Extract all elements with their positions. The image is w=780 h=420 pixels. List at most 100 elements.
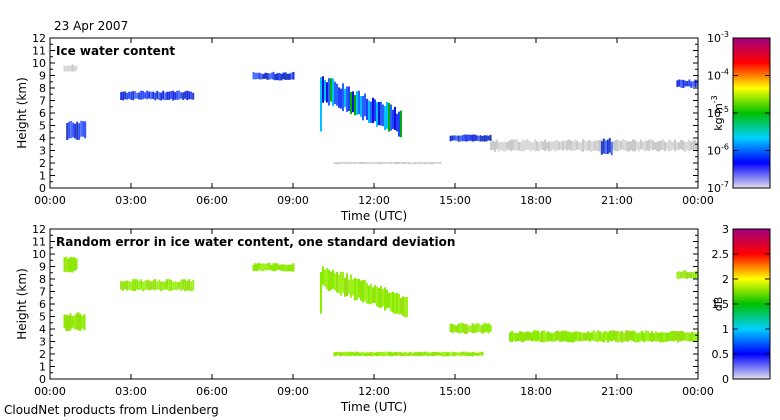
cloud-pixel-column: [586, 141, 589, 151]
cloud-pixel-column: [354, 95, 356, 116]
cloud-pixel-column: [330, 78, 332, 102]
colorbar-tick-base: 10: [707, 32, 721, 45]
cloud-pixel-column: [369, 162, 372, 164]
cloud-pixel-column: [453, 324, 456, 332]
colorbar-tick-exp: -6: [721, 143, 729, 152]
cloud-pixel-column: [362, 96, 364, 121]
cloud-pixel-column: [591, 331, 593, 341]
cloud-pixel-column: [656, 141, 659, 152]
cloud-feature: [449, 322, 492, 334]
cloud-pixel-column: [284, 264, 287, 272]
cloud-pixel-column: [459, 323, 462, 334]
y-tick-label: 3: [39, 336, 46, 349]
cloud-pixel-column: [126, 92, 129, 100]
y-tick-label: 9: [39, 261, 46, 274]
cloud-pixel-column: [682, 140, 685, 151]
cloud-pixel-column: [366, 283, 368, 304]
cloud-pixel-column: [152, 280, 155, 290]
ice-water-error-title: Random error in ice water content, one s…: [56, 235, 455, 249]
cloud-pixel-column: [686, 142, 689, 150]
cloud-pixel-column: [615, 331, 617, 342]
cloud-pixel-column: [498, 142, 501, 152]
cloud-pixel-column: [130, 91, 133, 100]
cloud-pixel-column: [542, 141, 545, 150]
cloud-pixel-column: [322, 266, 324, 285]
cloud-pixel-column: [469, 352, 472, 356]
cloud-pixel-column: [158, 92, 161, 101]
cloud-pixel-column: [266, 263, 269, 271]
cloud-pixel-column: [378, 102, 380, 125]
cloud-feature: [676, 79, 699, 88]
cloud-pixel-column: [377, 161, 380, 165]
cloud-pixel-column: [390, 292, 392, 312]
cloud-pixel-column: [406, 296, 408, 317]
cloud-pixel-column: [330, 271, 332, 291]
cloud-pixel-column: [288, 73, 291, 80]
cloud-pixel-column: [69, 65, 72, 72]
ice-water-error-xlabel: Time (UTC): [340, 400, 407, 414]
cloud-pixel-column: [63, 65, 66, 72]
cloud-pixel-column: [573, 331, 575, 343]
cloud-pixel-column: [611, 330, 613, 342]
cloud-pixel-column: [413, 161, 416, 164]
cloud-pixel-column: [490, 141, 493, 150]
colorbar-tick-exp: -7: [721, 180, 729, 189]
cloud-pixel-column: [256, 72, 259, 79]
cloud-pixel-column: [641, 330, 643, 341]
cloud-pixel-column: [276, 263, 279, 270]
cloud-feature: [333, 161, 442, 165]
cloud-pixel-column: [346, 273, 348, 297]
cloud-pixel-column: [549, 332, 551, 341]
cloud-pixel-column: [387, 162, 390, 164]
cloud-pixel-column: [632, 139, 635, 152]
cloud-pixel-column: [463, 351, 466, 356]
cloud-pixel-column: [647, 330, 649, 342]
cloud-pixel-column: [587, 331, 589, 341]
cloud-pixel-column: [260, 263, 263, 272]
cloud-pixel-column: [419, 162, 422, 164]
cloud-pixel-column: [344, 88, 346, 108]
colorbar-tick-label: 10-5: [707, 105, 729, 120]
cloud-pixel-column: [337, 351, 340, 356]
cloud-pixel-column: [415, 161, 418, 164]
cloud-pixel-column: [642, 141, 645, 150]
cloud-pixel-column: [427, 352, 430, 357]
cloud-pixel-column: [75, 313, 78, 330]
cloud-pixel-column: [348, 279, 350, 294]
cloud-pixel-column: [511, 330, 513, 342]
cloud-pixel-column: [400, 298, 402, 315]
cloud-pixel-column: [439, 161, 442, 164]
cloud-pixel-column: [425, 161, 428, 164]
x-tick-label: 00:00: [34, 385, 66, 398]
cloud-pixel-column: [537, 330, 539, 341]
cloud-pixel-column: [375, 162, 378, 164]
cloud-pixel-column: [467, 325, 470, 333]
cloud-pixel-column: [174, 281, 177, 290]
cloud-pixel-column: [373, 162, 376, 165]
cloud-pixel-column: [449, 323, 452, 333]
cloud-pixel-column: [388, 103, 390, 132]
cloud-pixel-column: [340, 271, 342, 296]
cloud-pixel-column: [320, 77, 322, 132]
cloud-pixel-column: [358, 90, 360, 115]
cloud-pixel-column: [338, 274, 340, 294]
cloud-feature: [66, 120, 87, 141]
cloud-pixel-column: [276, 73, 279, 81]
ice-water-error-panel: 00:00 03:00 06:00 09:00 12:00 15:00 18:00 21:00…: [15, 223, 771, 414]
colorbar-tick-label: 2.5: [712, 248, 730, 261]
cloud-pixel-column: [663, 332, 665, 343]
cloud-pixel-column: [417, 161, 420, 165]
colorbar-tick-base: 10: [707, 70, 721, 83]
cloud-feature: [320, 76, 402, 138]
cloud-pixel-column: [397, 352, 400, 356]
cloud-pixel-column: [176, 281, 179, 291]
cloud-pixel-column: [124, 281, 127, 289]
cloud-pixel-column: [417, 351, 420, 357]
cloud-pixel-column: [690, 272, 693, 279]
cloud-pixel-column: [69, 313, 72, 331]
cloud-pixel-column: [631, 330, 633, 341]
cloud-pixel-column: [341, 352, 344, 356]
cloud-pixel-column: [481, 351, 484, 356]
cloud-pixel-column: [445, 352, 448, 357]
cloud-pixel-column: [657, 332, 659, 341]
